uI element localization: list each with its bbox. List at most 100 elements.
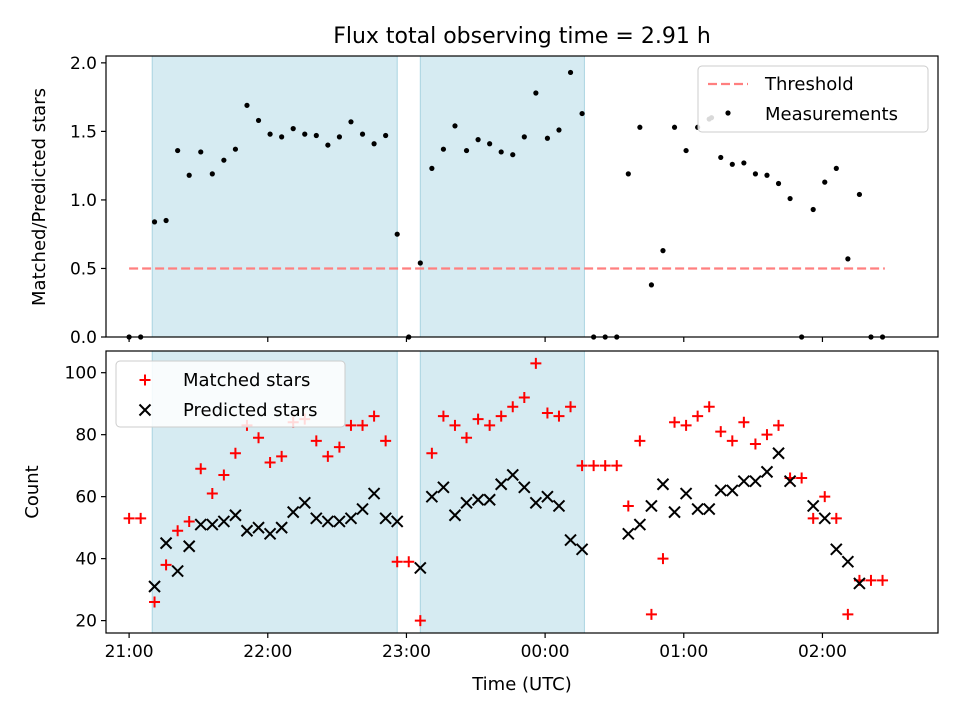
predicted-star-point — [263, 527, 277, 541]
measurement-point — [221, 157, 227, 163]
matched-star-point — [599, 460, 611, 472]
y-tick-label: 1.5 — [70, 122, 97, 142]
measurement-point — [475, 137, 481, 143]
predicted-star-point — [240, 524, 254, 537]
plot-frame — [105, 350, 939, 634]
measurement-point — [371, 141, 377, 147]
matched-star-point — [495, 410, 507, 422]
measurement-point — [267, 131, 273, 137]
x-tick-label: 02:00 — [798, 642, 847, 662]
matched-star-point — [472, 413, 484, 425]
y-tick-label: 20 — [75, 612, 97, 632]
matched-star-point — [807, 512, 819, 524]
shaded-interval — [419, 55, 585, 338]
measurement-point — [671, 124, 678, 130]
measurement-point — [637, 124, 643, 130]
predicted-star-point — [321, 515, 335, 528]
measurement-point — [544, 135, 551, 141]
predicted-star-point — [379, 512, 392, 525]
predicted-star-point — [679, 487, 693, 500]
measurement-point — [625, 171, 631, 177]
matched-star-point — [565, 401, 577, 413]
matched-star-point — [183, 515, 195, 527]
measurement-point — [579, 110, 585, 117]
predicted-star-point — [356, 502, 369, 516]
predicted-star-point — [818, 512, 831, 525]
measurement-point — [163, 217, 169, 224]
matched-star-point — [461, 432, 473, 444]
predicted-star-point — [425, 490, 439, 503]
measurement-point — [683, 147, 689, 154]
predicted-star-point — [310, 512, 323, 525]
measurement-point — [764, 172, 770, 178]
matched-star-point — [715, 426, 727, 438]
predicted-star-point — [171, 564, 184, 578]
x-tick-label: 00:00 — [521, 642, 570, 662]
matched-star-point — [588, 460, 600, 472]
measurement-point — [775, 180, 782, 187]
measurement-point — [279, 134, 285, 140]
matched-star-point — [830, 512, 842, 524]
matched-star-point — [645, 608, 657, 620]
predicted-star-point — [506, 468, 519, 482]
legend-predicted-label: Predicted stars — [183, 400, 317, 421]
matched-star-point — [657, 553, 669, 565]
matched-star-point — [206, 488, 218, 500]
matched-star-point — [877, 574, 889, 586]
predicted-star-point — [783, 474, 797, 488]
predicted-star-point — [656, 478, 670, 491]
measurement-point — [741, 160, 747, 166]
predicted-star-point — [483, 493, 496, 506]
shaded-interval — [419, 350, 585, 634]
measurement-point — [244, 102, 250, 108]
plot-frame — [105, 55, 939, 338]
y-tick-label: 40 — [75, 550, 97, 570]
predicted-star-point — [229, 509, 242, 522]
measurement-point — [452, 123, 458, 129]
predicted-star-point — [841, 555, 855, 568]
matched-star-point — [345, 419, 357, 431]
predicted-star-point — [414, 561, 427, 575]
shaded-interval — [151, 55, 398, 338]
matched-star-point — [149, 596, 161, 608]
predicted-star-point — [286, 505, 300, 519]
measurement-point — [198, 149, 204, 155]
matched-star-point — [865, 574, 877, 586]
matched-star-point — [530, 357, 542, 369]
measurement-point — [175, 147, 181, 154]
matched-star-point — [310, 435, 322, 447]
legend-box — [697, 65, 929, 133]
matched-star-point — [692, 410, 704, 422]
matched-star-point — [726, 435, 738, 447]
y-axis-label-top: Matched/Predicted stars — [29, 88, 50, 306]
matched-star-point — [437, 410, 449, 422]
matched-star-point — [680, 419, 692, 431]
predicted-star-point — [633, 518, 647, 531]
measurement-point — [856, 191, 863, 198]
predicted-star-point — [702, 502, 716, 516]
matched-star-point — [518, 391, 530, 403]
predicted-star-point — [622, 527, 635, 541]
predicted-star-point — [668, 505, 681, 519]
y-tick-label: 0.5 — [70, 259, 97, 279]
legend-threshold-label: Threshold — [764, 74, 854, 95]
matched-star-point — [123, 512, 135, 524]
predicted-star-point — [552, 499, 566, 513]
matched-star-point — [391, 556, 403, 568]
measurement-point — [151, 219, 158, 225]
y-tick-label: 60 — [75, 488, 97, 508]
matched-star-point — [195, 463, 207, 475]
predicted-star-point — [726, 484, 739, 497]
matched-star-point — [796, 472, 808, 484]
predicted-star-point — [194, 518, 207, 531]
matched-star-point — [253, 432, 265, 444]
measurement-point — [810, 206, 816, 213]
predicted-star-point — [830, 543, 843, 556]
measurement-point — [648, 282, 655, 288]
x-tick-label: 22:00 — [243, 642, 292, 662]
predicted-star-point — [853, 577, 866, 590]
predicted-star-point — [760, 465, 774, 479]
predicted-star-point — [529, 496, 543, 510]
measurement-point — [348, 119, 354, 125]
matched-star-point — [634, 435, 646, 447]
